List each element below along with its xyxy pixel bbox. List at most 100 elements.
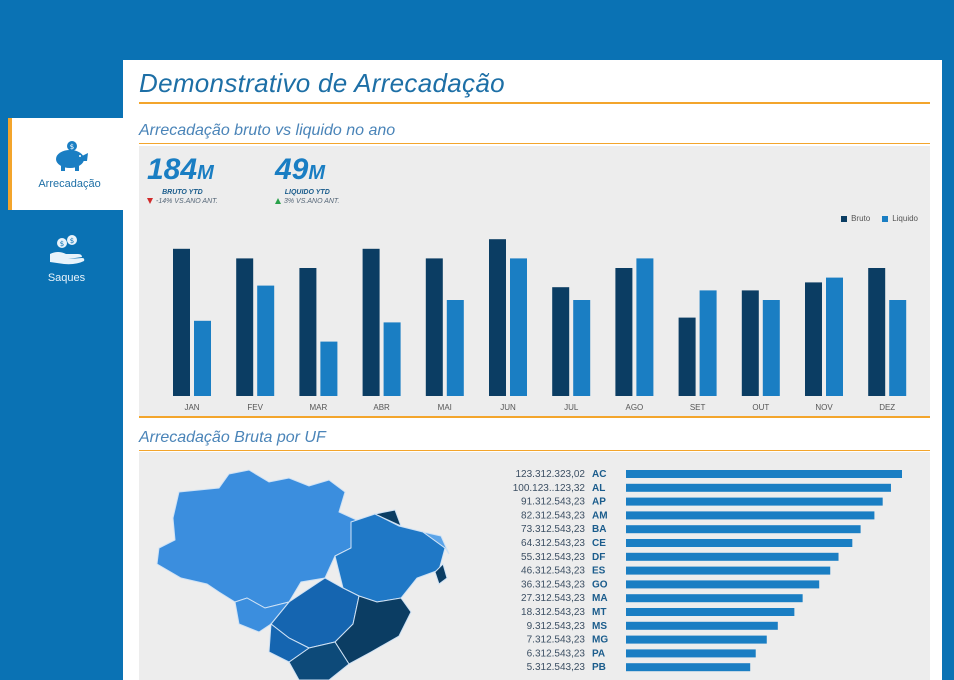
map-region-west[interactable]	[234, 597, 291, 633]
map-region-ne-small[interactable]	[373, 509, 402, 527]
uf-value-label: 91.312.543,23	[521, 497, 585, 508]
map-region-northeast[interactable]	[334, 513, 446, 603]
uf-value-label: 64.312.543,23	[521, 538, 585, 549]
uf-bar-mg[interactable]	[626, 635, 767, 644]
bar-liquido-fev[interactable]	[257, 285, 275, 396]
bar-liquido-nov[interactable]	[826, 277, 843, 396]
kpi-liquido: 49M LIQUIDO YTD 3% VS.ANO ANT.	[275, 154, 340, 205]
uf-category-label: AC	[592, 469, 606, 480]
uf-category-label: MT	[592, 607, 606, 618]
bar-bruto-nov[interactable]	[805, 282, 822, 396]
uf-value-label: 9.312.543,23	[527, 621, 586, 632]
uf-bar-ms[interactable]	[626, 621, 778, 630]
bar-bruto-jul[interactable]	[552, 287, 570, 396]
map-region-southeast[interactable]	[334, 595, 412, 665]
main-panel: Demonstrativo de Arrecadação Arrecadação…	[123, 60, 942, 680]
uf-bar-chart: 123.312.323,02 AC 100.123..123,32 AL 91.312.…	[513, 469, 902, 673]
uf-bar-am[interactable]	[626, 511, 875, 520]
uf-value-label: 6.312.543,23	[527, 648, 586, 659]
x-tick-label: MAR	[310, 403, 328, 412]
svg-text:$: $	[59, 240, 63, 248]
bar-liquido-jan[interactable]	[194, 320, 211, 396]
uf-bar-df[interactable]	[626, 552, 839, 561]
x-tick-label: DEZ	[879, 403, 895, 412]
uf-category-label: AP	[592, 497, 606, 508]
uf-category-label: BA	[592, 524, 606, 535]
uf-bar-go[interactable]	[626, 580, 820, 589]
uf-category-label: MS	[592, 621, 607, 632]
uf-value-label: 18.312.543,23	[521, 607, 585, 618]
uf-bar-ba[interactable]	[626, 525, 861, 534]
kpi-bruto-caption: BRUTO YTD	[162, 189, 203, 196]
uf-bar-ap[interactable]	[626, 497, 883, 506]
bar-liquido-jul[interactable]	[573, 300, 591, 396]
section-divider	[139, 143, 930, 144]
down-triangle-icon	[147, 198, 153, 205]
bar-liquido-dez[interactable]	[889, 300, 907, 396]
sidebar: $ Arrecadação $ $ Saques	[0, 0, 127, 680]
x-tick-label: FEV	[247, 403, 263, 412]
uf-bar-mt[interactable]	[626, 608, 795, 616]
uf-value-label: 73.312.543,23	[521, 524, 585, 535]
uf-value-label: 82.312.543,23	[521, 510, 585, 521]
map-region-ms[interactable]	[268, 623, 310, 663]
title-divider	[139, 102, 930, 104]
brazil-map	[156, 469, 450, 680]
bar-bruto-ago[interactable]	[615, 268, 633, 396]
uf-category-label: CE	[592, 538, 606, 549]
uf-bar-ce[interactable]	[626, 539, 853, 547]
bar-bruto-fev[interactable]	[236, 258, 254, 396]
bar-liquido-out[interactable]	[762, 300, 780, 396]
sidebar-item-label: Arrecadação	[38, 178, 101, 190]
uf-value-label: 55.312.543,23	[521, 552, 585, 563]
map-region-ne-tip[interactable]	[434, 563, 448, 585]
bar-liquido-ago[interactable]	[636, 258, 654, 396]
map-region-ne-coast[interactable]	[422, 531, 450, 555]
x-tick-label: OUT	[752, 403, 769, 412]
bar-liquido-set[interactable]	[699, 290, 717, 396]
bar-liquido-abr[interactable]	[383, 322, 401, 396]
bar-bruto-jun[interactable]	[489, 239, 506, 396]
kpi-liquido-caption: LIQUIDO YTD	[284, 189, 330, 196]
legend-item-bruto: Bruto	[841, 214, 870, 223]
sidebar-item-saques[interactable]: $ $ Saques	[10, 212, 123, 304]
uf-category-label: AM	[592, 510, 608, 521]
uf-value-label: 36.312.543,23	[521, 579, 585, 590]
bar-bruto-set[interactable]	[678, 317, 696, 396]
uf-value-label: 27.312.543,23	[521, 593, 585, 604]
bar-bruto-mai[interactable]	[425, 258, 443, 396]
legend-item-liquido: Liquido	[882, 214, 918, 223]
uf-value-label: 123.312.323,02	[515, 469, 585, 480]
bar-bruto-mar[interactable]	[299, 268, 317, 396]
monthly-bar-chart: JAN FEV MAR ABR MAI JUN JUL AGO SET OUT NOV DEZ	[173, 239, 907, 412]
bar-liquido-mai[interactable]	[446, 300, 464, 396]
uf-category-label: AL	[592, 483, 605, 494]
bruto-liquido-chart-card: 184M BRUTO YTD -14% VS.ANO ANT. 49M LIQU…	[139, 146, 930, 416]
bar-bruto-abr[interactable]	[362, 248, 380, 396]
x-tick-label: ABR	[373, 403, 390, 412]
uf-bar-al[interactable]	[626, 483, 891, 492]
uf-bar-ac[interactable]	[626, 470, 902, 478]
x-tick-label: JUL	[564, 403, 579, 412]
section-divider	[139, 416, 930, 418]
chart-legend: Bruto Liquido	[841, 214, 918, 223]
kpi-liquido-value: 49M	[275, 153, 326, 186]
uf-category-label: MG	[592, 635, 608, 646]
bruto-liquido-section-title: Arrecadação bruto vs liquido no ano	[139, 122, 396, 139]
uf-bar-pb[interactable]	[626, 663, 751, 672]
up-triangle-icon	[275, 198, 281, 205]
bar-bruto-jan[interactable]	[173, 248, 190, 396]
uf-value-label: 46.312.543,23	[521, 566, 585, 577]
svg-text:$: $	[69, 143, 73, 151]
sidebar-item-arrecadacao[interactable]: $ Arrecadação	[8, 118, 127, 210]
uf-bar-ma[interactable]	[626, 594, 803, 603]
bar-liquido-mar[interactable]	[320, 341, 338, 396]
uf-bar-pa[interactable]	[626, 649, 756, 658]
bar-bruto-out[interactable]	[741, 290, 759, 396]
uf-category-label: MA	[592, 593, 608, 604]
uf-value-label: 7.312.543,23	[527, 635, 586, 646]
uf-category-label: DF	[592, 552, 605, 563]
bar-bruto-dez[interactable]	[868, 268, 886, 396]
uf-bar-es[interactable]	[626, 566, 831, 575]
bar-liquido-jun[interactable]	[510, 258, 527, 396]
